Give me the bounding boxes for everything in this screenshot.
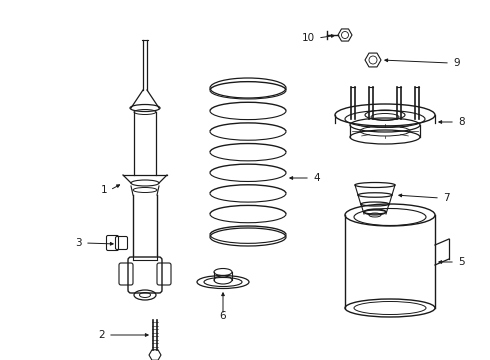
Text: 1: 1 <box>100 185 107 195</box>
Text: 5: 5 <box>458 257 465 267</box>
Text: 2: 2 <box>98 330 105 340</box>
Text: 10: 10 <box>302 33 315 43</box>
Text: 4: 4 <box>313 173 319 183</box>
Text: 8: 8 <box>458 117 465 127</box>
Text: 7: 7 <box>443 193 450 203</box>
Text: 9: 9 <box>453 58 460 68</box>
Text: 6: 6 <box>220 311 226 321</box>
Text: 3: 3 <box>75 238 82 248</box>
